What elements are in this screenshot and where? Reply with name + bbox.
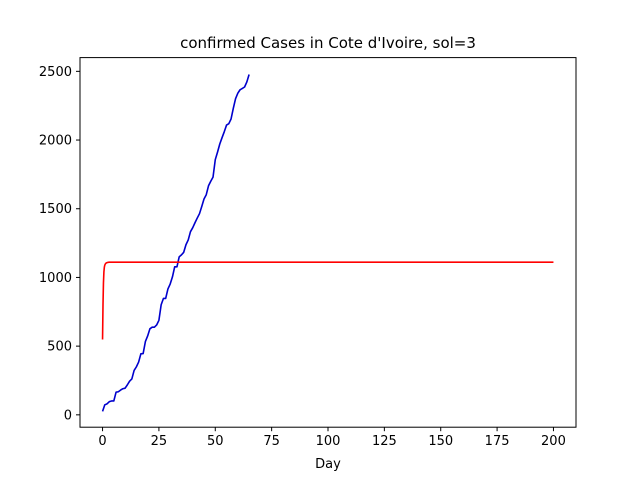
y-tick-label: 500: [47, 340, 72, 355]
x-tick-label: 25: [151, 434, 168, 449]
x-tick-label: 175: [485, 434, 510, 449]
x-tick-label: 125: [372, 434, 397, 449]
x-axis: 0 25 50 75 100 125 150 175 200: [98, 427, 566, 449]
y-tick-label: 0: [64, 408, 72, 423]
x-tick-label: 150: [428, 434, 453, 449]
chart-title: confirmed Cases in Cote d'Ivoire, sol=3: [180, 34, 476, 52]
y-tick-label: 1000: [39, 271, 72, 286]
x-axis-label: Day: [315, 457, 341, 472]
y-axis: 0 500 1000 1500 2000 2500: [39, 65, 80, 423]
x-tick-label: 75: [263, 434, 280, 449]
x-tick-label: 100: [316, 434, 341, 449]
y-tick-label: 1500: [39, 202, 72, 217]
x-tick-label: 50: [207, 434, 224, 449]
y-tick-label: 2000: [39, 134, 72, 149]
y-tick-label: 2500: [39, 65, 72, 80]
series-line-0: [101, 74, 250, 412]
series-layer: [101, 74, 554, 412]
x-tick-label: 0: [98, 434, 106, 449]
series-line-1: [101, 261, 554, 340]
x-tick-label: 200: [541, 434, 566, 449]
